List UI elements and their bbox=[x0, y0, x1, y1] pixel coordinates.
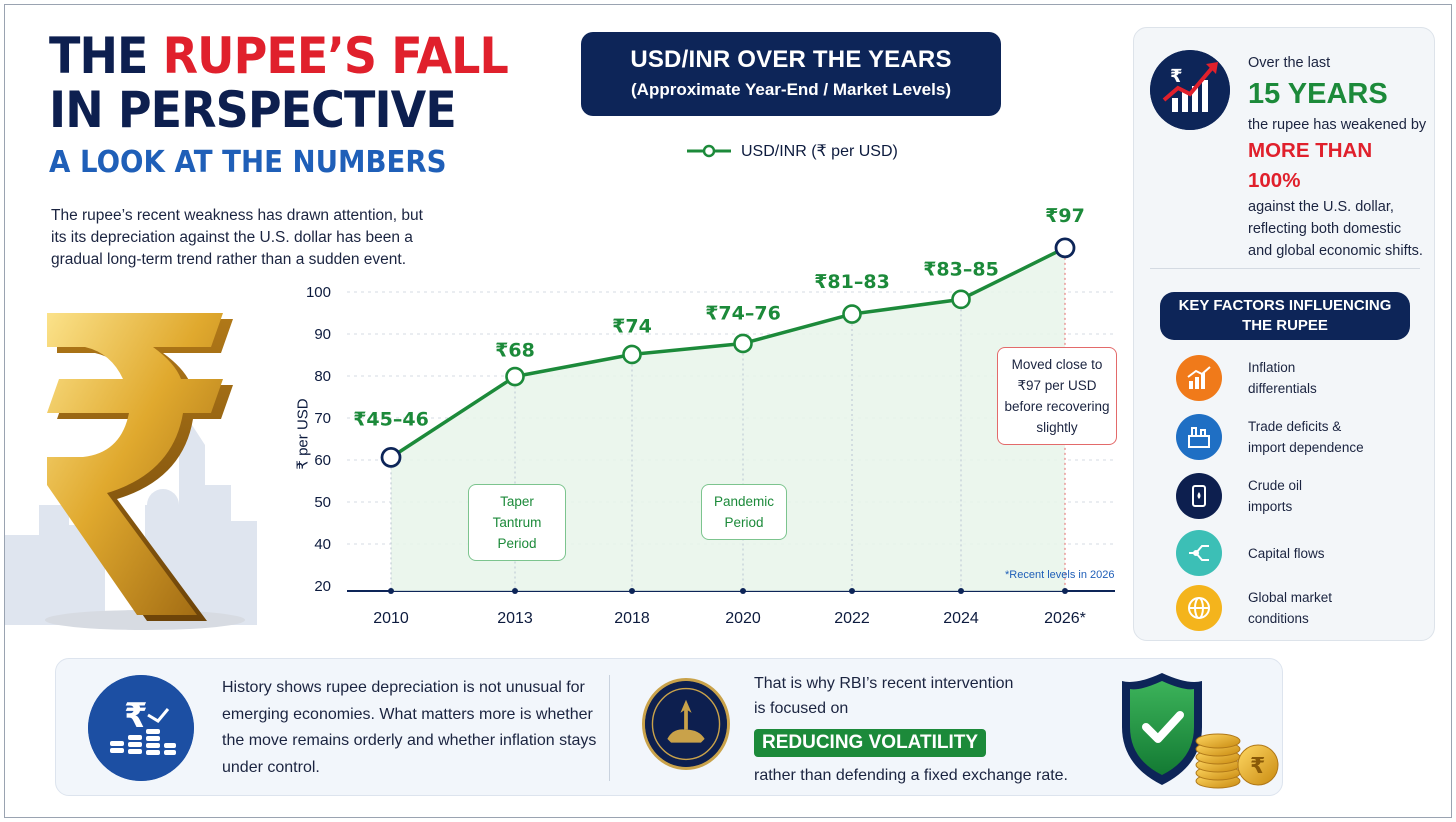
y-tick-label: 50 bbox=[314, 494, 331, 511]
x-tick bbox=[958, 588, 964, 594]
chart-footnote: *Recent levels in 2026 bbox=[1005, 569, 1115, 581]
data-point bbox=[505, 366, 525, 387]
svg-text:₹: ₹ bbox=[124, 696, 148, 736]
data-point bbox=[951, 289, 971, 310]
x-tick bbox=[512, 588, 518, 594]
series-line bbox=[390, 246, 1066, 459]
data-label: ₹74–76 bbox=[705, 302, 781, 324]
data-label: ₹74 bbox=[612, 315, 652, 337]
chart-legend: USD/INR (₹ per USD) bbox=[687, 141, 898, 161]
key-factors-title: KEY FACTORS INFLUENCING THE RUPEE bbox=[1160, 292, 1410, 340]
globe-icon bbox=[1176, 585, 1222, 631]
factor-trade-deficits: Trade deficits & import dependence bbox=[1176, 414, 1426, 460]
chart-subtitle: (Approximate Year-End / Market Levels) bbox=[631, 80, 951, 99]
rupee-growth-chart-icon: ₹ bbox=[1150, 50, 1230, 130]
svg-text:₹: ₹ bbox=[1170, 66, 1183, 87]
factor-capital-flows: Capital flows bbox=[1176, 530, 1426, 576]
data-point bbox=[622, 344, 642, 365]
svg-text:₹: ₹ bbox=[1250, 754, 1265, 779]
x-tick bbox=[629, 588, 635, 594]
right-panel: ₹ Over the last 15 YEARS the rupee has w… bbox=[1133, 27, 1435, 641]
x-tick-label: 2010 bbox=[373, 610, 409, 627]
y-tick-label: 80 bbox=[314, 368, 331, 385]
data-label: ₹97 bbox=[1045, 205, 1085, 227]
rupee-symbol-icon bbox=[45, 313, 245, 630]
chart-icon bbox=[1176, 355, 1222, 401]
x-tick-label: 2020 bbox=[725, 610, 761, 627]
title-highlight: RUPEE’S FALL bbox=[162, 27, 509, 85]
intro-text: The rupee’s recent weakness has drawn at… bbox=[51, 207, 423, 268]
y-tick-label: 100 bbox=[306, 284, 331, 301]
chart-title-box: USD/INR OVER THE YEARS (Approximate Year… bbox=[581, 32, 1001, 116]
y-tick-label: 90 bbox=[314, 326, 331, 343]
title-line-1: THE RUPEE’S FALL bbox=[49, 27, 509, 85]
bottom-divider bbox=[609, 675, 610, 781]
y-axis-label: ₹ per USD bbox=[294, 398, 312, 470]
title-block: THE RUPEE’S FALL IN PERSPECTIVE A LOOK A… bbox=[49, 29, 509, 181]
rbi-seal-icon bbox=[642, 678, 730, 770]
data-point bbox=[1054, 237, 1076, 259]
chart-title: USD/INR OVER THE YEARS bbox=[630, 46, 952, 73]
data-label: ₹83–85 bbox=[923, 258, 999, 280]
x-tick-label: 2018 bbox=[614, 610, 650, 627]
taper-tantrum-callout: Taper Tantrum Period bbox=[468, 484, 566, 561]
x-tick-label: 2026* bbox=[1044, 610, 1086, 627]
shield-coins-icon: ₹ bbox=[1122, 673, 1279, 789]
factor-crude-oil: Crude oil imports bbox=[1176, 473, 1426, 519]
reducing-volatility-highlight: REDUCING VOLATILITY bbox=[754, 729, 987, 757]
bottom-banner: ₹ History shows rupee depreciation is no… bbox=[55, 658, 1283, 796]
pandemic-callout: Pandemic Period bbox=[701, 484, 787, 540]
x-tick bbox=[740, 588, 746, 594]
data-point bbox=[842, 304, 862, 324]
years-highlight: 15 YEARS bbox=[1248, 78, 1388, 110]
x-tick bbox=[849, 588, 855, 594]
rupee-coins-icon: ₹ bbox=[88, 675, 194, 781]
data-label: ₹45–46 bbox=[353, 408, 429, 430]
infographic-frame: THE RUPEE’S FALL IN PERSPECTIVE A LOOK A… bbox=[4, 4, 1452, 818]
title-line-2: IN PERSPECTIVE bbox=[49, 81, 457, 139]
legend-line-icon bbox=[687, 144, 731, 158]
flow-icon bbox=[1176, 530, 1222, 576]
x-tick-label: 2013 bbox=[497, 610, 533, 627]
factor-inflation: Inflation differentials bbox=[1176, 355, 1426, 401]
oil-barrel-icon bbox=[1176, 473, 1222, 519]
history-text: History shows rupee depreciation is not … bbox=[222, 679, 597, 776]
x-tick-label: 2024 bbox=[943, 610, 979, 627]
factory-icon bbox=[1176, 414, 1222, 460]
y-tick-label: 70 bbox=[314, 410, 331, 427]
y-tick-label: 40 bbox=[314, 536, 331, 553]
x-tick-label: 2022 bbox=[834, 610, 870, 627]
y-tick-label: 20 bbox=[314, 578, 331, 595]
legend-label: USD/INR (₹ per USD) bbox=[741, 143, 898, 160]
x-tick bbox=[388, 588, 394, 594]
divider bbox=[1150, 268, 1420, 269]
data-label: ₹81–83 bbox=[814, 271, 890, 293]
data-point bbox=[733, 333, 753, 354]
factor-global-market: Global market conditions bbox=[1176, 585, 1426, 631]
y-tick-label: 60 bbox=[314, 452, 331, 469]
data-label: ₹68 bbox=[495, 340, 535, 362]
x-tick bbox=[1062, 588, 1068, 594]
percent-highlight: MORE THAN 100% bbox=[1248, 139, 1373, 192]
recent-level-note: Moved close to ₹97 per USD before recove… bbox=[997, 347, 1117, 445]
rbi-text: That is why RBI’s recent intervention is… bbox=[754, 675, 1068, 784]
subtitle: A LOOK AT THE NUMBERS bbox=[49, 145, 447, 180]
data-point bbox=[380, 446, 402, 468]
right-panel-summary: Over the last 15 YEARS the rupee has wea… bbox=[1248, 55, 1427, 259]
